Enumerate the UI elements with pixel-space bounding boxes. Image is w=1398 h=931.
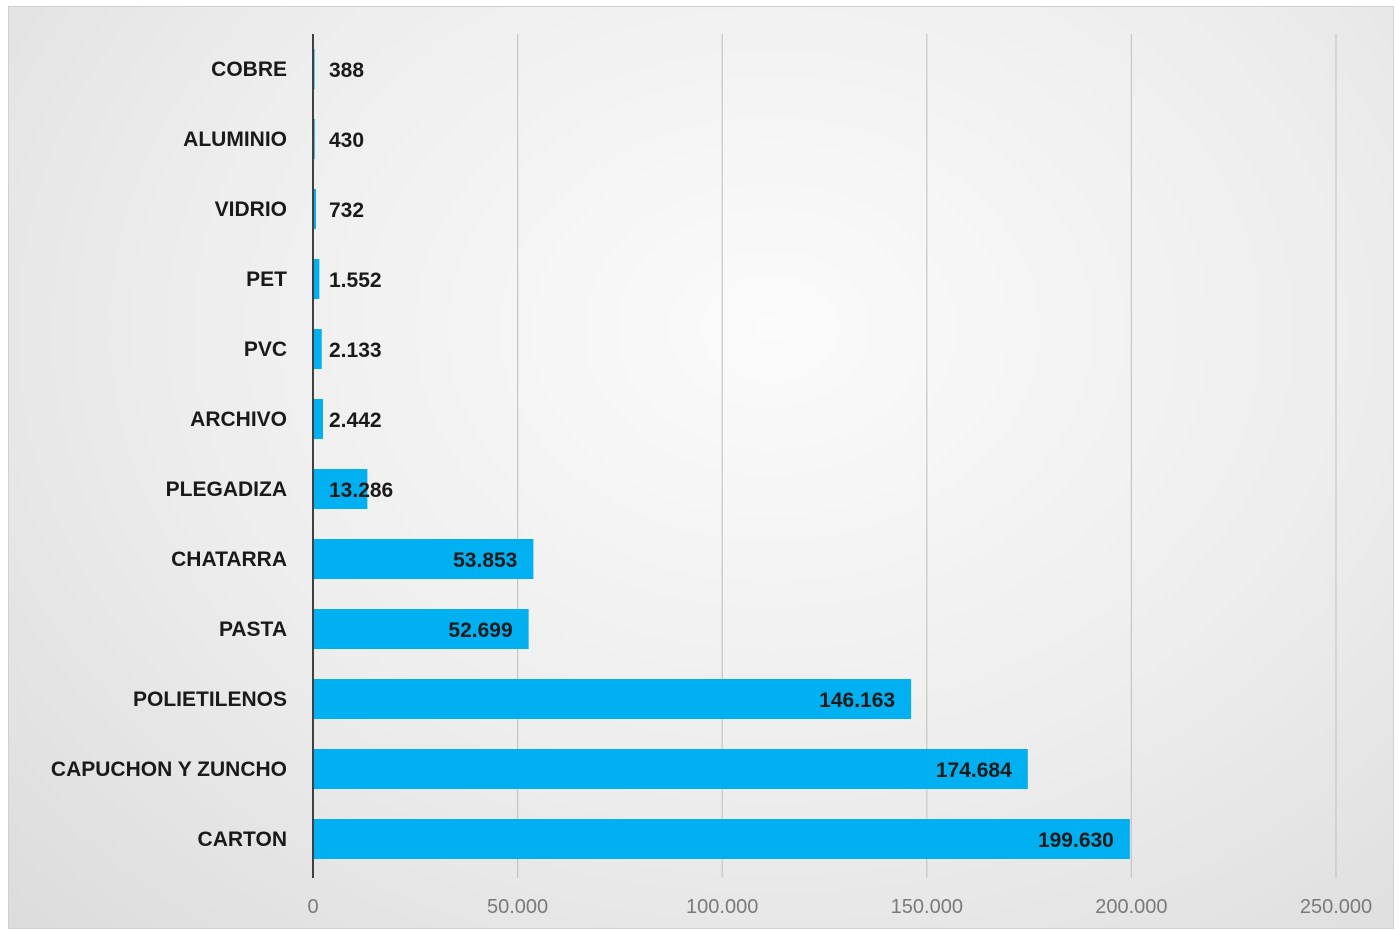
value-label: 146.163 (819, 689, 895, 712)
bar-capuchon-y-zuncho (313, 749, 1028, 789)
bar-pvc (313, 329, 322, 369)
x-tick-labels: 0 50.000 100.000 150.000 200.000 250.000 (307, 896, 1372, 918)
category-label: PASTA (219, 618, 287, 641)
x-tick-label: 50.000 (487, 896, 548, 918)
bars (313, 49, 1130, 859)
category-label: CHATARRA (171, 548, 287, 571)
category-label: POLIETILENOS (133, 688, 287, 711)
category-label: PET (246, 268, 287, 291)
category-labels: COBRE ALUMINIO VIDRIO PET PVC ARCHIVO PLEGADIZ… (51, 58, 287, 851)
x-tick-label: 250.000 (1300, 896, 1372, 918)
value-label: 732 (329, 199, 364, 222)
bar-polietilenos (313, 679, 912, 719)
bar-vidrio (313, 189, 316, 229)
value-label: 2.442 (329, 409, 382, 432)
value-label: 53.853 (453, 549, 517, 572)
x-tick-label: 0 (307, 896, 318, 918)
x-tick-label: 100.000 (686, 896, 758, 918)
value-label: 13.286 (329, 479, 393, 502)
category-label: CARTON (198, 828, 287, 851)
category-label: PVC (244, 338, 287, 361)
x-tick-label: 200.000 (1095, 896, 1167, 918)
value-label: 430 (329, 129, 364, 152)
category-label: PLEGADIZA (166, 478, 287, 501)
category-label: VIDRIO (215, 198, 287, 221)
bar-chatarra (313, 539, 534, 579)
x-tick-label: 150.000 (891, 896, 963, 918)
bar-archivo (313, 399, 323, 439)
bar-pet (313, 259, 320, 299)
category-label: ALUMINIO (183, 128, 287, 151)
value-label: 174.684 (936, 759, 1012, 782)
category-label: ARCHIVO (190, 408, 287, 431)
category-label: COBRE (211, 58, 287, 81)
value-labels: 388 430 732 1.552 2.133 2.442 13.286 53.853 52.6… (329, 59, 1114, 852)
value-label: 52.699 (448, 619, 512, 642)
value-label: 199.630 (1038, 829, 1114, 852)
category-label: CAPUCHON Y ZUNCHO (51, 758, 287, 781)
value-label: 2.133 (329, 339, 382, 362)
bar-carton (313, 819, 1130, 859)
value-label: 1.552 (329, 269, 382, 292)
bar-pasta (313, 609, 529, 649)
value-label: 388 (329, 59, 364, 82)
grid-lines (516, 34, 1337, 878)
bar-plegadiza (313, 469, 368, 509)
